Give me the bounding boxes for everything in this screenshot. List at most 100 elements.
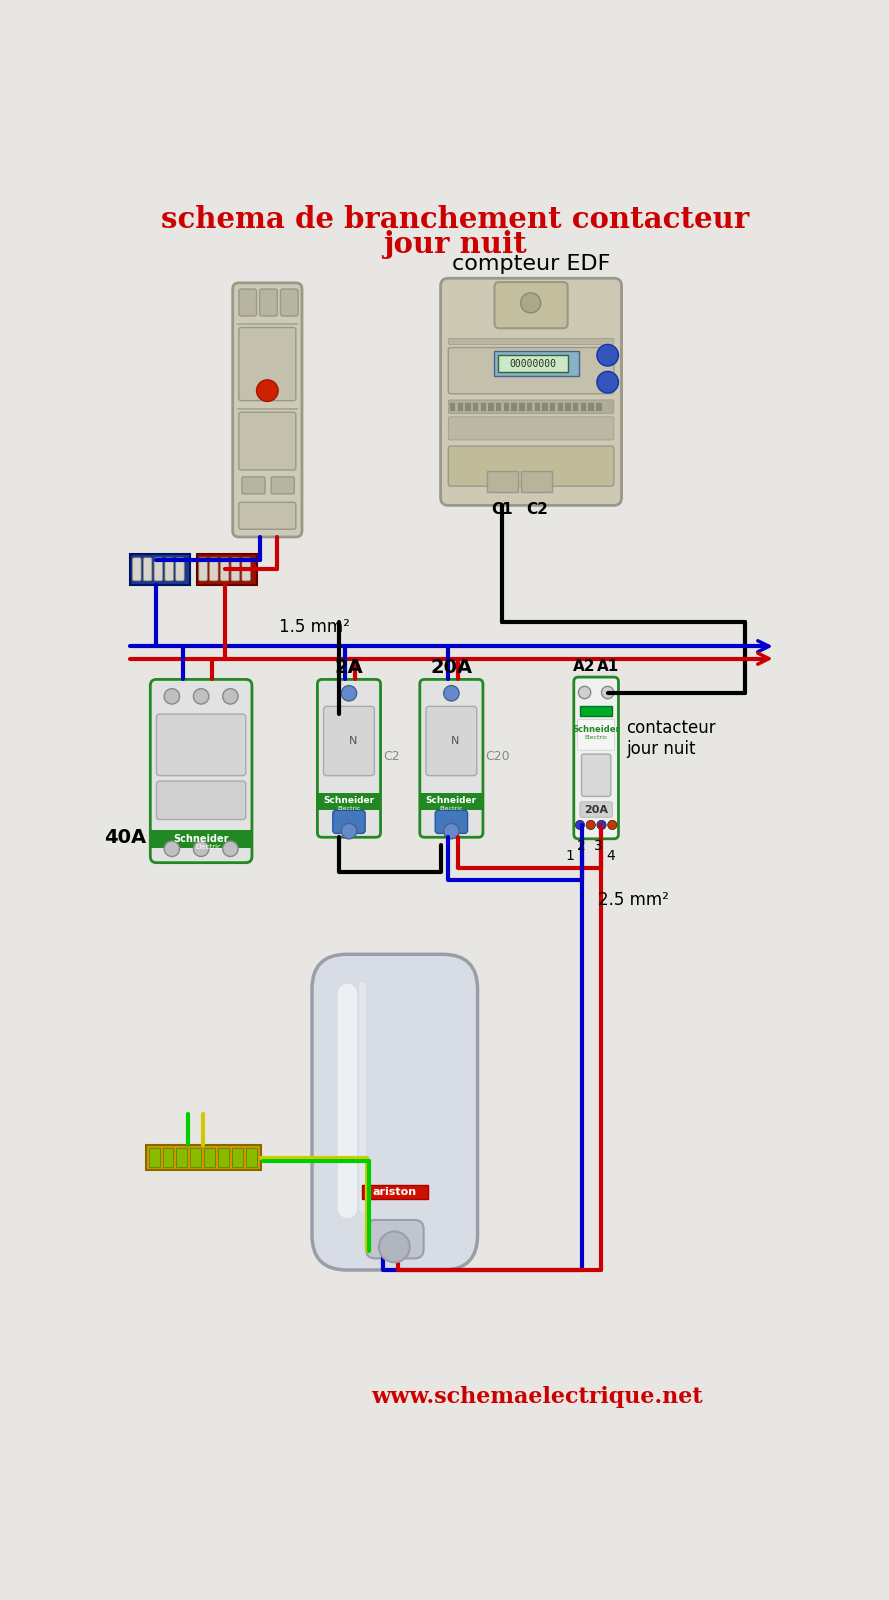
FancyBboxPatch shape — [150, 680, 252, 862]
FancyBboxPatch shape — [165, 558, 173, 581]
FancyBboxPatch shape — [448, 347, 613, 394]
Text: Schneider: Schneider — [573, 725, 620, 734]
FancyBboxPatch shape — [242, 477, 265, 494]
Text: C2: C2 — [383, 750, 399, 763]
Circle shape — [586, 821, 596, 829]
Text: 1: 1 — [565, 848, 574, 862]
FancyBboxPatch shape — [332, 810, 365, 834]
FancyBboxPatch shape — [132, 558, 141, 581]
Text: Electric: Electric — [584, 734, 608, 739]
Text: 00000000: 00000000 — [509, 358, 557, 368]
Circle shape — [164, 688, 180, 704]
Bar — [519, 403, 525, 411]
Bar — [150, 829, 252, 848]
FancyBboxPatch shape — [199, 558, 207, 581]
FancyBboxPatch shape — [220, 558, 228, 581]
Bar — [163, 1149, 173, 1166]
FancyBboxPatch shape — [312, 954, 477, 1270]
Text: 2: 2 — [577, 840, 586, 853]
FancyBboxPatch shape — [239, 290, 257, 315]
FancyBboxPatch shape — [580, 802, 613, 818]
FancyBboxPatch shape — [578, 720, 614, 750]
Bar — [494, 352, 580, 376]
Text: C1: C1 — [492, 501, 513, 517]
Circle shape — [579, 686, 591, 699]
Bar — [196, 554, 257, 584]
FancyBboxPatch shape — [448, 446, 613, 486]
Bar — [522, 470, 552, 493]
Text: Schneider: Schneider — [173, 834, 228, 843]
Bar — [581, 403, 586, 411]
FancyBboxPatch shape — [242, 558, 251, 581]
Circle shape — [597, 821, 606, 829]
Bar — [190, 1149, 201, 1166]
FancyBboxPatch shape — [494, 282, 568, 328]
Bar — [589, 403, 594, 411]
FancyBboxPatch shape — [154, 558, 163, 581]
Bar — [499, 355, 568, 373]
FancyBboxPatch shape — [436, 810, 468, 834]
Text: 40A: 40A — [104, 827, 147, 846]
Circle shape — [379, 1232, 410, 1262]
Bar — [236, 408, 298, 410]
Circle shape — [575, 821, 585, 829]
Text: 3: 3 — [594, 840, 603, 853]
FancyBboxPatch shape — [231, 558, 240, 581]
Bar — [420, 794, 483, 810]
Text: C20: C20 — [485, 750, 510, 763]
Text: 20A: 20A — [584, 805, 608, 814]
Text: ariston: ariston — [372, 1187, 416, 1197]
Text: compteur EDF: compteur EDF — [452, 254, 610, 274]
Bar — [481, 403, 486, 411]
Bar — [148, 1149, 159, 1166]
FancyBboxPatch shape — [233, 283, 302, 538]
FancyBboxPatch shape — [324, 706, 374, 776]
Bar — [218, 1149, 228, 1166]
Text: Electric: Electric — [440, 805, 463, 811]
Bar — [177, 1149, 188, 1166]
Bar — [488, 403, 493, 411]
Text: Electric: Electric — [337, 805, 361, 811]
Text: 20A: 20A — [430, 658, 472, 677]
Bar — [527, 403, 533, 411]
Text: N: N — [348, 736, 357, 746]
Circle shape — [257, 379, 278, 402]
Text: Schneider: Schneider — [324, 795, 374, 805]
Bar — [131, 554, 190, 584]
FancyBboxPatch shape — [156, 714, 245, 776]
Text: 2.5 mm²: 2.5 mm² — [598, 891, 669, 909]
Circle shape — [521, 293, 541, 314]
Text: C2: C2 — [526, 501, 548, 517]
FancyBboxPatch shape — [581, 754, 611, 797]
Bar — [557, 403, 563, 411]
Circle shape — [602, 686, 613, 699]
Text: N: N — [451, 736, 460, 746]
FancyBboxPatch shape — [210, 558, 218, 581]
Bar — [450, 403, 455, 411]
Bar — [465, 403, 470, 411]
Bar — [504, 403, 509, 411]
Bar — [317, 794, 380, 810]
Bar — [458, 403, 463, 411]
Bar — [473, 403, 478, 411]
Circle shape — [194, 688, 209, 704]
Text: A1: A1 — [597, 659, 619, 674]
FancyBboxPatch shape — [448, 400, 613, 414]
FancyBboxPatch shape — [239, 413, 296, 470]
Text: A2: A2 — [573, 659, 596, 674]
FancyBboxPatch shape — [448, 418, 613, 440]
Text: 4: 4 — [606, 848, 615, 862]
FancyBboxPatch shape — [260, 290, 277, 315]
Text: jour nuit: jour nuit — [383, 230, 527, 259]
FancyBboxPatch shape — [573, 677, 619, 838]
Text: 1.5 mm²: 1.5 mm² — [279, 618, 349, 637]
Bar — [573, 403, 579, 411]
Text: Schneider: Schneider — [426, 795, 477, 805]
Bar — [204, 1149, 215, 1166]
Text: 2A: 2A — [334, 658, 364, 677]
Circle shape — [444, 685, 459, 701]
Text: contacteur
jour nuit: contacteur jour nuit — [626, 720, 716, 758]
Circle shape — [608, 821, 617, 829]
Bar — [245, 1149, 257, 1166]
FancyBboxPatch shape — [426, 706, 477, 776]
